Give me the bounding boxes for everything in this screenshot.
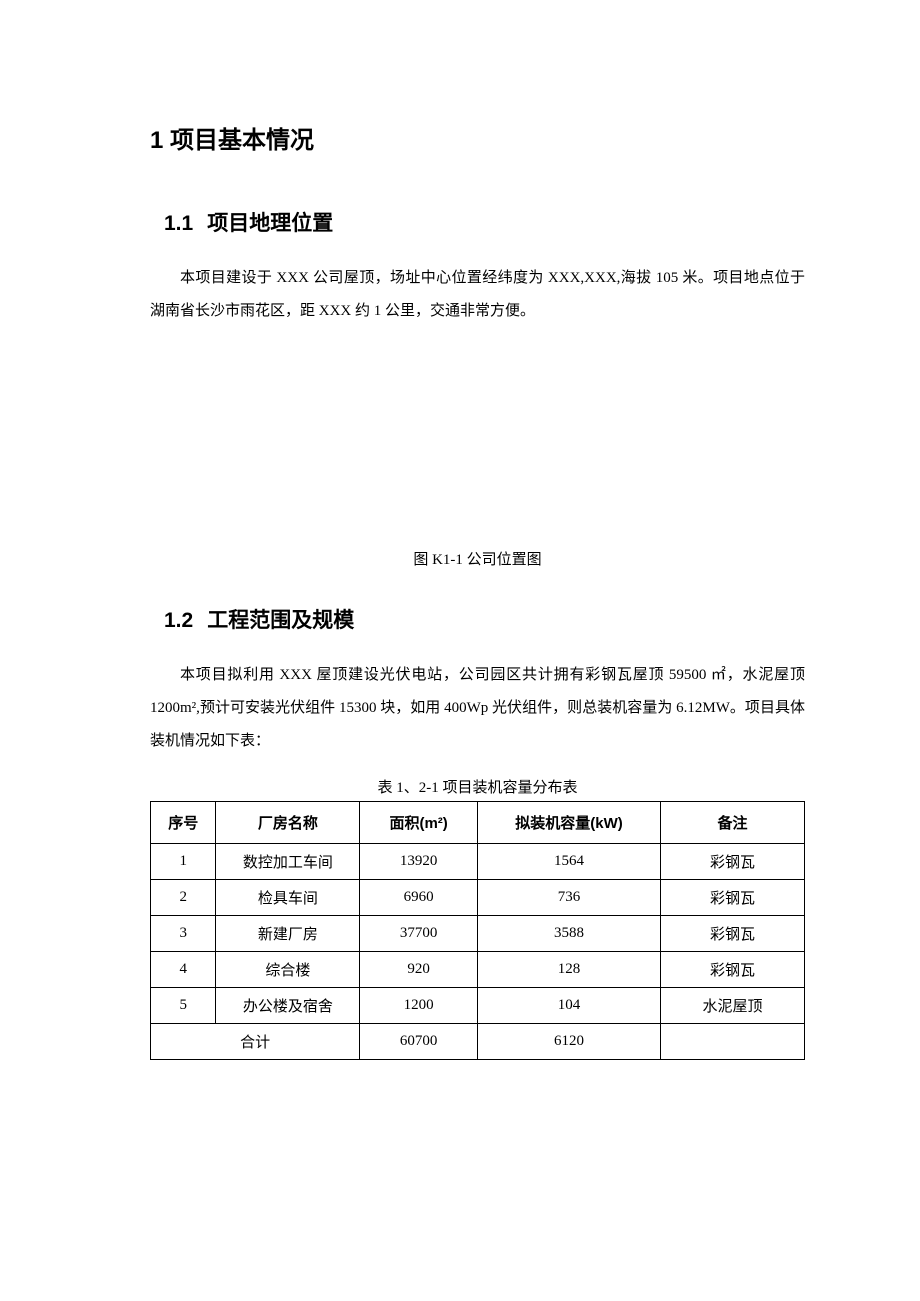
cell-area: 1200 [360,988,478,1024]
table-caption: 表 1、2-1 项目装机容量分布表 [150,776,805,797]
cell-note: 水泥屋顶 [661,988,805,1024]
cell-capacity: 1564 [477,844,660,880]
cell-capacity: 736 [477,880,660,916]
cell-name: 综合楼 [216,952,360,988]
cell-capacity: 128 [477,952,660,988]
cell-seq: 5 [151,988,216,1024]
cell-name: 新建厂房 [216,916,360,952]
cell-area: 6960 [360,880,478,916]
heading-1: 1 项目基本情况 [150,120,805,155]
cell-note: 彩钢瓦 [661,952,805,988]
cell-area: 13920 [360,844,478,880]
cell-total-capacity: 6120 [477,1024,660,1060]
cell-capacity: 3588 [477,916,660,952]
table-header-row: 序号 厂房名称 面积(m²) 拟装机容量(kW) 备注 [151,802,805,844]
cell-capacity: 104 [477,988,660,1024]
cell-area: 37700 [360,916,478,952]
table-row: 2 检具车间 6960 736 彩钢瓦 [151,880,805,916]
table-total-row: 合计 60700 6120 [151,1024,805,1060]
heading-1-2-num: 1.2 [164,609,193,632]
heading-1-1-title: 项目地理位置 [207,212,333,235]
cell-note: 彩钢瓦 [661,916,805,952]
col-header-seq: 序号 [151,802,216,844]
cell-seq: 2 [151,880,216,916]
heading-1-1: 1.1 项目地理位置 [164,207,805,237]
cell-area: 920 [360,952,478,988]
cell-seq: 1 [151,844,216,880]
capacity-table: 序号 厂房名称 面积(m²) 拟装机容量(kW) 备注 1 数控加工车间 139… [150,801,805,1060]
table-row: 3 新建厂房 37700 3588 彩钢瓦 [151,916,805,952]
col-header-name: 厂房名称 [216,802,360,844]
cell-note: 彩钢瓦 [661,880,805,916]
cell-note: 彩钢瓦 [661,844,805,880]
figure-caption: 图 K1-1 公司位置图 [150,548,805,569]
col-header-capacity: 拟装机容量(kW) [477,802,660,844]
cell-name: 数控加工车间 [216,844,360,880]
heading-1-2-title: 工程范围及规模 [207,609,354,632]
cell-seq: 4 [151,952,216,988]
cell-total-note [661,1024,805,1060]
section-1-paragraph: 本项目建设于 XXX 公司屋顶，场址中心位置经纬度为 XXX,XXX,海拔 10… [150,262,805,328]
table-row: 4 综合楼 920 128 彩钢瓦 [151,952,805,988]
table-row: 1 数控加工车间 13920 1564 彩钢瓦 [151,844,805,880]
document-page: 1 项目基本情况 1.1 项目地理位置 本项目建设于 XXX 公司屋顶，场址中心位… [0,0,920,1120]
heading-1-2: 1.2 工程范围及规模 [164,604,805,634]
table-row: 5 办公楼及宿舍 1200 104 水泥屋顶 [151,988,805,1024]
heading-1-1-num: 1.1 [164,212,193,235]
cell-seq: 3 [151,916,216,952]
section-2-paragraph: 本项目拟利用 XXX 屋顶建设光伏电站，公司园区共计拥有彩钢瓦屋顶 59500 … [150,659,805,758]
cell-total-label: 合计 [151,1024,360,1060]
cell-name: 办公楼及宿舍 [216,988,360,1024]
col-header-note: 备注 [661,802,805,844]
cell-name: 检具车间 [216,880,360,916]
cell-total-area: 60700 [360,1024,478,1060]
col-header-area: 面积(m²) [360,802,478,844]
